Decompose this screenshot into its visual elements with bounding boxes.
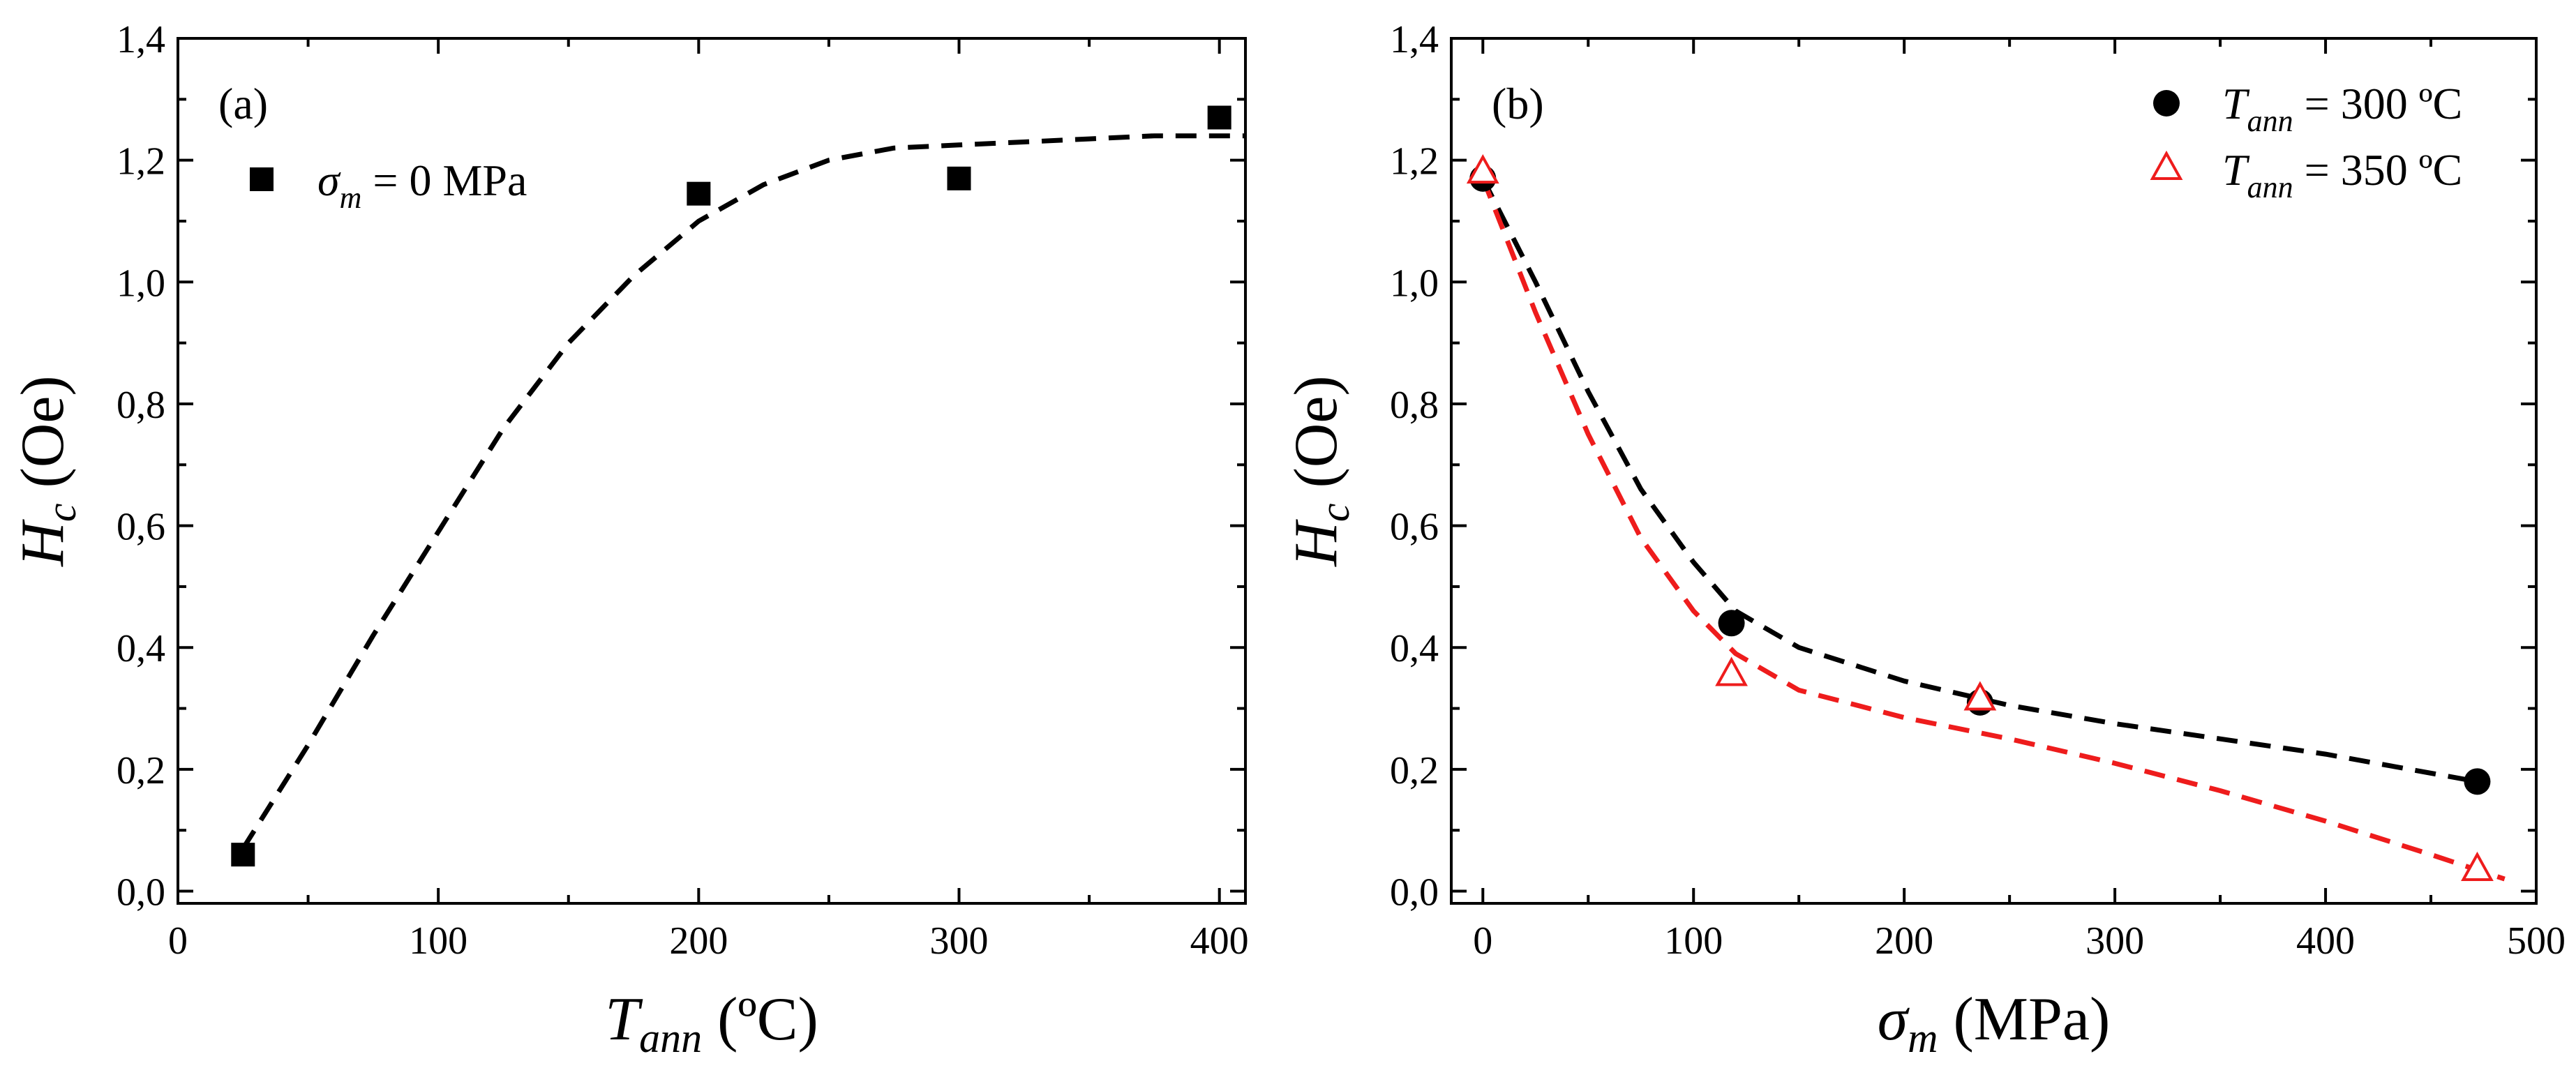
panel-b-xlabel: σm (MPa) <box>1878 986 2111 1061</box>
panel-a-point-square <box>947 166 971 190</box>
panel-b-ytick-label: 0,2 <box>1390 749 1439 792</box>
panel-a-legend-entry-main: σ <box>317 156 341 205</box>
panel-b-xtick-label: 0 <box>1473 919 1492 963</box>
panel-b-legend-entry-sub: ann <box>2247 170 2293 204</box>
panel-a-ytick-label: 0,4 <box>117 627 165 670</box>
panel-b-ytick-label: 1,0 <box>1390 262 1439 305</box>
panel-a-legend-entry-sub: m <box>340 181 362 215</box>
panel-a-point-square <box>1207 105 1231 130</box>
panel-b-ylabel-unit: (Oe) <box>1282 375 1350 503</box>
panel-b-legend-entry-unit: = 350 ºC <box>2293 145 2463 195</box>
panel-b-xtick-label: 300 <box>2085 919 2144 963</box>
panel-a-ytick-label: 0,6 <box>117 506 165 549</box>
panel-b-fit-line <box>1481 177 2478 784</box>
panel-b-ytick-label: 0,8 <box>1390 384 1439 427</box>
panel-b-point-circle <box>1718 610 1745 637</box>
panel-a-fit-line <box>241 133 1245 850</box>
panel-b-xlabel-unit: (MPa) <box>1938 986 2110 1053</box>
panel-b-legend-marker-circle <box>2153 90 2180 116</box>
panel-b-point-triangle <box>1466 153 1499 184</box>
panel-a-ytick-label: 0,8 <box>117 384 165 427</box>
panel-b-xlabel-sub: m <box>1908 1015 1938 1061</box>
panel-b-legend-entry: Tann = 300 ºC <box>2222 79 2462 138</box>
panel-a-xlabel: Tann (ºC) <box>605 986 818 1061</box>
panel-b-ytick-label: 1,2 <box>1390 140 1439 183</box>
panel-b-ytick-label: 0,6 <box>1390 506 1439 549</box>
panel-b-xtick-label: 500 <box>2507 919 2566 963</box>
panel-a-xtick-label: 400 <box>1190 919 1249 963</box>
panel-a-ylabel: Hc (Oe) <box>9 375 84 566</box>
panel-b-legend-entry-unit: = 300 ºC <box>2293 79 2463 128</box>
panel-a-ytick-label: 0,2 <box>117 749 165 792</box>
panel-b-legend-entry: Tann = 350 ºC <box>2222 145 2462 204</box>
panel-b-ylabel-sub: c <box>1312 504 1358 522</box>
panel-b-point-triangle <box>1963 681 1997 711</box>
panel-a-frame <box>177 37 1247 905</box>
panel-b-legend-entry-sub: ann <box>2247 104 2293 138</box>
panel-b-frame <box>1450 37 2538 905</box>
panel-b-label: (b) <box>1492 79 1544 128</box>
panel-a-ylabel-unit: (Oe) <box>9 375 77 503</box>
panel-a-label: (a) <box>218 79 268 128</box>
panel-a-xlabel-sub: ann <box>639 1015 702 1061</box>
panel-b: 0 100 200 300 400 500 0,0 0,2 0,4 0,6 0,8 1,0 1,2 1,4… <box>1282 18 2566 1061</box>
panel-a-xtick-label: 100 <box>409 919 467 963</box>
panel-a-legend-entry-unit: = 0 MPa <box>361 156 527 205</box>
panel-a-ylabel-main: H <box>9 519 77 567</box>
panel-b-ytick-label: 1,4 <box>1390 18 1439 61</box>
panel-b-point-triangle <box>1715 656 1748 686</box>
panel-a-ytick-label: 1,2 <box>117 140 165 183</box>
panel-b-point-triangle <box>2461 851 2494 881</box>
panel-b-xlabel-main: σ <box>1878 986 1910 1053</box>
panel-b-xtick-label: 400 <box>2296 919 2355 963</box>
panel-b-legend-entry-main: T <box>2222 79 2250 128</box>
panel-a-point-square <box>687 181 711 206</box>
panel-b-xtick-label: 100 <box>1664 919 1723 963</box>
panel-a-xlabel-main: T <box>605 986 643 1053</box>
panel-b-ylabel: Hc (Oe) <box>1282 375 1358 566</box>
panel-b-ytick-label: 0,0 <box>1390 871 1439 915</box>
panel-b-ytick-label: 0,4 <box>1390 627 1439 670</box>
panel-a-legend-entry: σm = 0 MPa <box>317 156 527 215</box>
panel-b-fit-line <box>1481 177 2506 882</box>
panel-a-ytick-label: 1,4 <box>117 18 165 61</box>
panel-a-xtick-label: 0 <box>168 919 188 963</box>
panel-b-point-circle <box>2464 768 2491 795</box>
panel-a-point-square <box>231 843 255 867</box>
panel-b-legend-marker-triangle <box>2150 150 2183 180</box>
panel-a-xtick-label: 300 <box>930 919 989 963</box>
panel-b-xtick-label: 200 <box>1875 919 1933 963</box>
panel-b-legend-entry-main: T <box>2222 145 2250 195</box>
panel-a-ytick-label: 0,0 <box>117 871 165 915</box>
panel-a: 0 100 200 300 400 0,0 0,2 0,4 0,6 0,8 1,0 1,2 1,4 Tan… <box>9 18 1249 1061</box>
panel-a-legend-marker-square <box>250 167 274 191</box>
panel-b-ylabel-main: H <box>1282 519 1350 567</box>
panel-a-ytick-label: 1,0 <box>117 262 165 305</box>
panel-a-ylabel-sub: c <box>38 504 84 522</box>
panel-a-xtick-label: 200 <box>669 919 728 963</box>
panel-a-xlabel-unit: (ºC) <box>702 986 818 1053</box>
